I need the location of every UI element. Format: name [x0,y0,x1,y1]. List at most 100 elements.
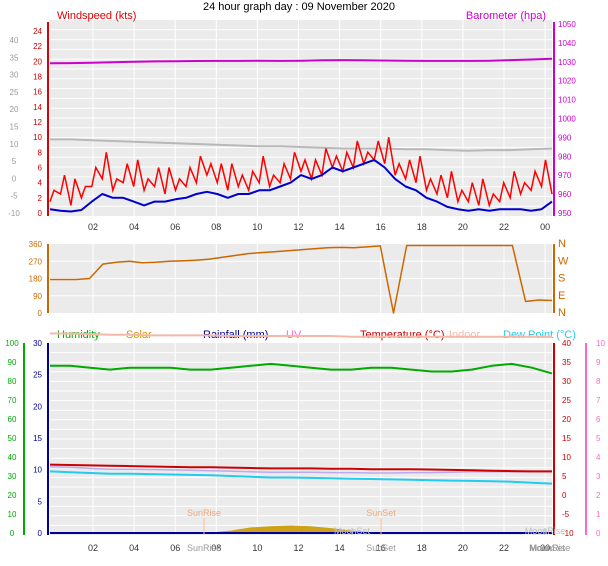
p3-temp-tick-4: 20 [562,415,571,424]
p3-hum-tick-5: 50 [8,434,17,443]
p3-x-tick-2: 06 [170,543,180,553]
p3-temp-tick-3: 25 [562,396,571,405]
temperature-line [49,463,552,473]
p3-hum-tick-3: 70 [8,396,17,405]
p1-baro-tick-5: 1000 [558,115,576,124]
p3-uv-tick-8: 2 [596,491,601,500]
p3-temp-tick-10: -10 [562,529,574,538]
p1-x-tick-1: 04 [129,222,139,232]
windspeed-barometer-panel: Windspeed (kts) Barometer (hpa) 40353025… [8,10,576,232]
p1-baro-tick-9: 960 [558,190,572,199]
chart-title: 24 hour graph day : 09 November 2020 [203,1,395,13]
sunrise-label-bottom: SunRise [187,543,221,553]
p1-x-tick-8: 18 [417,222,427,232]
p3-uv-tick-5: 5 [596,434,601,443]
p1-outer-tick-5: 15 [10,123,19,132]
p3-uv-tick-7: 3 [596,472,601,481]
p1-wind-tick-1: 22 [33,42,42,51]
p3-x-tick-7: 16 [376,543,386,553]
p2-compass-4: N [558,307,566,319]
p3-uv-tick-0: 10 [596,339,605,348]
moonset-label-top: MoonSet [334,526,371,536]
p3-rain-tick-1: 25 [33,371,42,380]
p2-deg-tick-3: 90 [33,292,42,301]
legend-humidity: Humidity [57,329,100,341]
p2-deg-tick-0: 360 [29,240,43,249]
p3-rain-tick-0: 30 [33,339,42,348]
panel3-x-ticks: 02 04 06 08 10 12 14 16 18 20 22 00 [88,543,550,553]
p3-uv-tick-9: 1 [596,510,601,519]
p2-compass-3: E [558,290,565,302]
p1-wind-tick-11: 2 [38,194,43,203]
p3-temp-tick-5: 15 [562,434,571,443]
p1-wind-tick-5: 14 [33,103,42,112]
legend-indoor: Indoor [449,329,481,341]
temperature-humidity-panel: Humidity Solar Rainfall (mm) UV Temperat… [5,329,605,553]
p3-hum-tick-9: 10 [8,510,17,519]
legend-dew-point: Dew Point (°C) [503,329,576,341]
sunset-label-bottom: SunSet [366,543,396,553]
panel3-annotations: SunRise SunSet MoonSet MoonRise SunRise … [187,508,570,553]
p3-rain-tick-5: 5 [38,497,43,506]
p2-compass-1: W [558,255,569,267]
p2-compass-0: N [558,238,566,250]
panel3-legend: Humidity Solar Rainfall (mm) UV Temperat… [57,329,576,341]
panel1-outer-y-ticks: 40 35 30 25 20 15 10 5 0 -5 -10 [8,36,20,218]
p1-outer-tick-9: -5 [10,192,18,201]
p1-wind-tick-9: 6 [38,164,43,173]
p3-hum-tick-2: 80 [8,377,17,386]
p3-temp-tick-8: 0 [562,491,567,500]
p1-baro-tick-1: 1040 [558,39,576,48]
windspeed-axis-label: Windspeed (kts) [57,10,136,22]
p1-wind-tick-12: 0 [38,209,43,218]
p3-x-tick-3: 08 [211,543,221,553]
p3-temp-tick-9: -5 [562,510,570,519]
p3-x-tick-9: 20 [458,543,468,553]
p3-rain-tick-6: 0 [38,529,43,538]
p1-wind-tick-2: 20 [33,57,42,66]
p3-x-tick-1: 04 [129,543,139,553]
wind-gust-line [49,137,553,209]
p3-x-tick-4: 10 [252,543,262,553]
p1-baro-tick-6: 990 [558,133,572,142]
p3-temp-tick-6: 10 [562,453,571,462]
dew-point-line [49,470,553,485]
p1-x-tick-10: 22 [499,222,509,232]
p3-x-tick-11: 00 [540,543,550,553]
p1-baro-tick-10: 950 [558,209,572,218]
gray-trace-line [50,138,553,152]
wind-direction-line [50,244,553,314]
p1-wind-tick-6: 12 [33,118,42,127]
moonrise-label-top: MoonRise [525,526,566,536]
p3-x-tick-5: 12 [293,543,303,553]
p1-x-tick-4: 10 [252,222,262,232]
p3-uv-tick-4: 6 [596,415,601,424]
p3-hum-tick-6: 40 [8,453,17,462]
p1-wind-tick-0: 24 [33,27,42,36]
p3-x-tick-10: 22 [499,543,509,553]
p3-hum-tick-7: 30 [8,472,17,481]
p2-deg-tick-1: 270 [29,257,43,266]
p3-temp-tick-0: 40 [562,339,571,348]
p1-baro-tick-7: 980 [558,152,572,161]
p1-x-tick-7: 16 [376,222,386,232]
p1-x-tick-9: 20 [458,222,468,232]
p1-x-tick-6: 14 [335,222,345,232]
p1-outer-tick-4: 20 [10,105,19,114]
p2-deg-tick-4: 0 [38,309,43,318]
panel3-series [49,332,553,534]
wind-average-line [49,158,553,213]
p3-x-tick-0: 02 [88,543,98,553]
panel2-series [50,244,553,314]
p1-x-tick-3: 08 [211,222,221,232]
p1-baro-tick-3: 1020 [558,77,576,86]
p3-uv-tick-2: 8 [596,377,601,386]
p1-baro-tick-0: 1050 [558,20,576,29]
p3-hum-tick-1: 90 [8,358,17,367]
p1-wind-tick-10: 4 [38,179,43,188]
